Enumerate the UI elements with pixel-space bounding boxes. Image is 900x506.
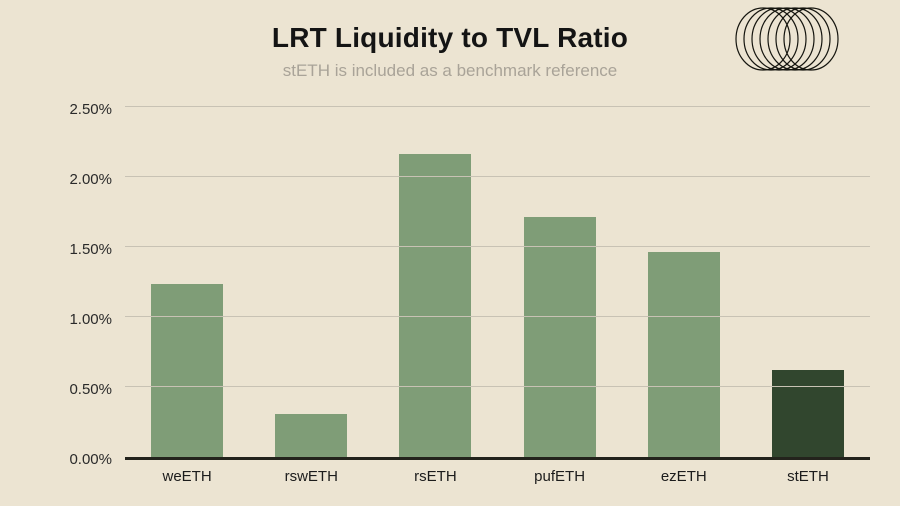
x-axis-label-weETH: weETH: [162, 468, 212, 485]
bar-rsETH: [399, 154, 472, 457]
y-axis-label: 2.00%: [69, 171, 112, 188]
gridline: [125, 316, 870, 317]
y-axis-label: 0.50%: [69, 381, 112, 398]
x-axis-label-rswETH: rswETH: [284, 468, 338, 485]
gridline: [125, 386, 870, 387]
bar-column-weETH: [125, 110, 249, 457]
y-axis-label: 2.50%: [69, 101, 112, 118]
coil-rings-logo: [735, 7, 839, 71]
y-axis-label: 1.50%: [69, 241, 112, 258]
chart-title: LRT Liquidity to TVL Ratio: [271, 22, 629, 53]
bar-column-rsETH: [373, 110, 497, 457]
plot-area: [125, 106, 870, 460]
bar-rswETH: [275, 413, 348, 457]
chart-subtitle: stETH is included as a benchmark referen…: [282, 61, 618, 80]
bar-column-pufETH: [498, 110, 622, 457]
gridline: [125, 176, 870, 177]
bar-pufETH: [523, 216, 596, 457]
bar-weETH: [151, 283, 224, 457]
x-axis-label-rsETH: rsETH: [414, 468, 457, 485]
bar-chart: 0.00% 0.50% 1.00% 1.50% 2.00% 2.50% weETH rswE…: [0, 100, 900, 500]
x-axis-label-pufETH: pufETH: [534, 468, 586, 485]
gridline: [125, 246, 870, 247]
y-axis-label: 1.00%: [69, 311, 112, 328]
y-axis-label: 0.00%: [69, 451, 112, 468]
x-axis: weETH rswETH rsETH pufETH ezETH stETH: [125, 468, 870, 485]
x-axis-label-stETH: stETH: [787, 468, 829, 485]
gridline: [125, 106, 870, 107]
bar-column-stETH: [746, 110, 870, 457]
bar-column-ezETH: [622, 110, 746, 457]
x-axis-label-ezETH: ezETH: [660, 468, 707, 485]
bar-column-rswETH: [249, 110, 373, 457]
bars-container: [125, 110, 870, 457]
chart-header: LRT Liquidity to TVL Ratio stETH is incl…: [0, 22, 900, 81]
bar-stETH: [771, 369, 844, 457]
bar-ezETH: [647, 251, 720, 457]
